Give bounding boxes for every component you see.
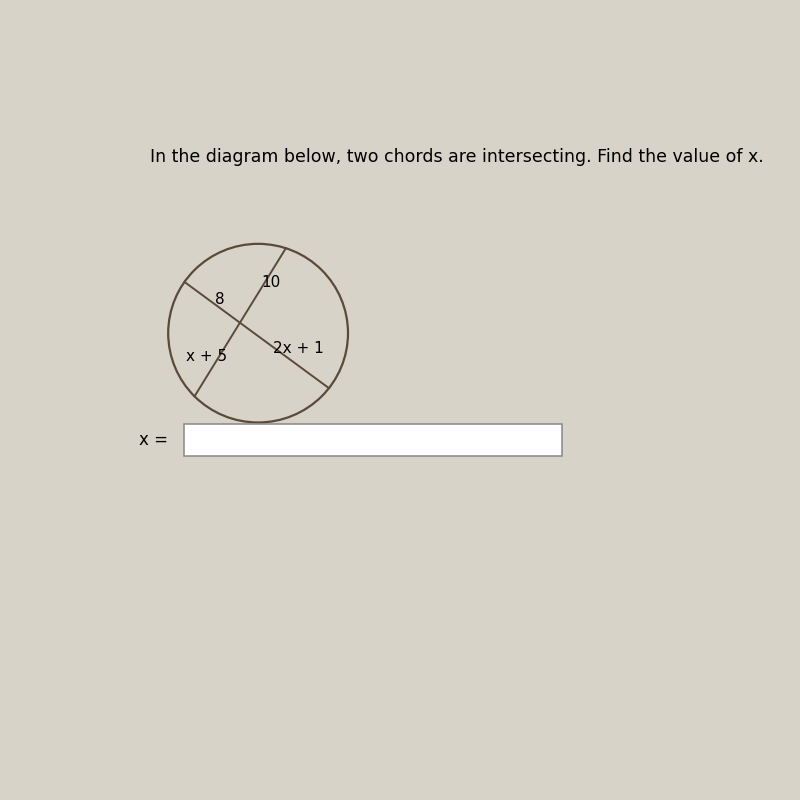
Bar <box>184 424 562 456</box>
Text: 8: 8 <box>215 292 225 306</box>
Text: x + 5: x + 5 <box>186 349 226 364</box>
Text: In the diagram below, two chords are intersecting. Find the value of x.: In the diagram below, two chords are int… <box>150 148 763 166</box>
Text: x =: x = <box>139 431 168 450</box>
Text: 10: 10 <box>262 275 281 290</box>
Text: 2x + 1: 2x + 1 <box>273 341 323 355</box>
